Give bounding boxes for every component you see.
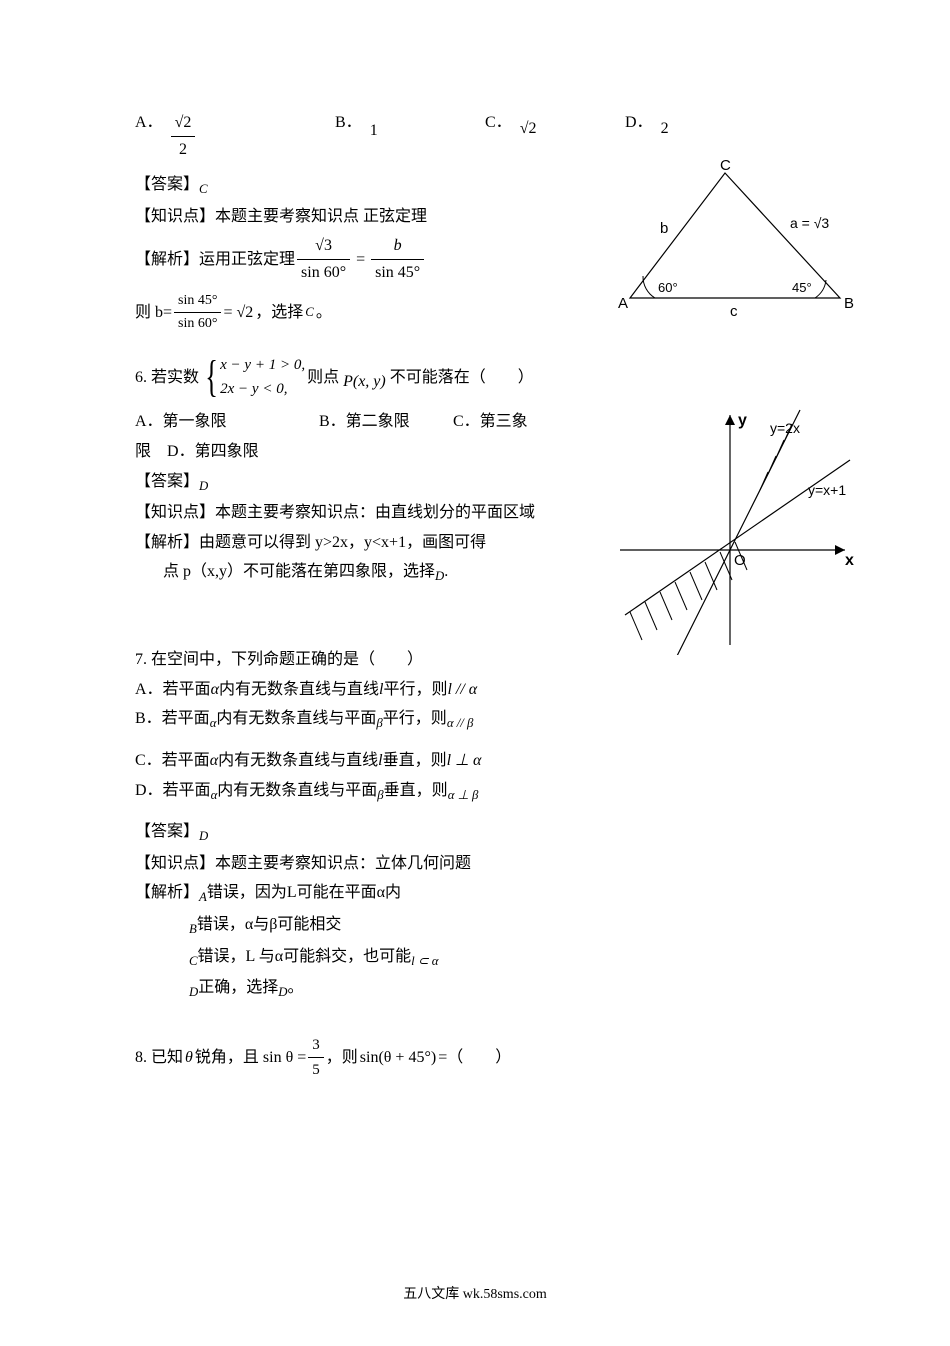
opt-label: C． xyxy=(485,110,512,136)
svg-text:45°: 45° xyxy=(792,280,812,295)
q5-answer: 【答案】C xyxy=(135,172,675,200)
page-footer: 五八文库 wk.58sms.com xyxy=(0,1284,950,1306)
answer-value: D xyxy=(199,479,208,493)
opt-label: D． xyxy=(625,110,653,136)
svg-text:A: A xyxy=(618,295,628,312)
fraction: √2 2 xyxy=(171,110,196,162)
system: x − y + 1 > 0, 2x − y < 0, xyxy=(220,353,305,401)
q7-analysis-a: 【解析】A错误，因为L可能在平面α内 xyxy=(135,880,675,908)
q6-stem: 6. 若实数 { x − y + 1 > 0, 2x − y < 0, 则点 P… xyxy=(135,353,675,401)
text: ，选择 xyxy=(255,300,303,326)
q6-analysis-2: 点 p（x,y）不可能落在第四象限，选择D. xyxy=(135,559,675,587)
option-a: A．第一象限 xyxy=(135,409,315,435)
svg-text:b: b xyxy=(660,220,668,237)
svg-text:y=x+1: y=x+1 xyxy=(808,482,846,498)
fraction: √3 sin 60° xyxy=(297,233,350,285)
text: 则点 xyxy=(307,365,339,391)
q5-analysis-line1: 【解析】运用正弦定理 √3 sin 60° = b sin 45° xyxy=(135,233,675,285)
equals: = xyxy=(356,247,365,273)
q7-knowledge: 【知识点】本题主要考察知识点：立体几何问题 xyxy=(135,851,675,877)
answer-label: 【答案】 xyxy=(135,473,199,490)
q7-option-a: A．若平面α内有无数条直线与直线l平行，则l // α xyxy=(135,677,675,703)
option-c: C． √2 xyxy=(485,110,625,162)
svg-text:y: y xyxy=(738,412,747,429)
option-a: A． √2 2 xyxy=(135,110,335,162)
q6-options: A．第一象限 B．第二象限 C．第三象 xyxy=(135,409,675,435)
opt-value: 1 xyxy=(370,118,378,144)
text: 6. 若实数 xyxy=(135,365,199,391)
svg-text:a = √3: a = √3 xyxy=(790,215,829,231)
text: 。 xyxy=(316,300,332,326)
brace-icon: { xyxy=(205,357,218,397)
analysis-label: 【解析】运用正弦定理 xyxy=(135,247,295,273)
q5-knowledge: 【知识点】本题主要考察知识点 正弦定理 xyxy=(135,204,675,230)
option-c-cont: 限 xyxy=(135,443,151,460)
fraction: 3 5 xyxy=(308,1033,324,1082)
answer-label: 【答案】 xyxy=(135,823,199,840)
region-figure: y x O y=2x y=x+1 xyxy=(610,405,860,655)
q6-options-line2: 限 D．第四象限 xyxy=(135,439,675,465)
opt-value: 2 xyxy=(661,116,669,142)
option-d: D． 2 xyxy=(625,110,745,162)
q6-knowledge: 【知识点】本题主要考察知识点：由直线划分的平面区域 xyxy=(135,500,675,526)
triangle-figure: A B C b a = √3 60° 45° c xyxy=(610,158,860,328)
svg-text:B: B xyxy=(844,295,854,312)
q6-answer: 【答案】D xyxy=(135,469,675,497)
option-b: B． 1 xyxy=(335,110,485,162)
q7-analysis-d: D正确，选择D。 xyxy=(135,975,675,1003)
opt-value: √2 xyxy=(520,116,537,142)
q6-analysis: 【解析】由题意可以得到 y>2x，y<x+1，画图可得 xyxy=(135,530,675,556)
q8-stem: 8. 已知 θ 锐角，且 sin θ = 3 5 ，则 sin(θ + 45°)… xyxy=(135,1033,675,1082)
point: P(x, y) xyxy=(343,369,386,395)
q7-option-b: B．若平面α内有无数条直线与平面β平行，则α // β xyxy=(135,706,675,734)
q7-stem: 7. 在空间中，下列命题正确的是（ ） xyxy=(135,647,675,673)
answer-value: C xyxy=(199,182,208,196)
svg-text:C: C xyxy=(720,158,731,174)
opt-label: B． xyxy=(335,110,362,136)
option-b: B．第二象限 xyxy=(319,409,449,435)
text: 则 b= xyxy=(135,300,172,326)
q7-answer: 【答案】D xyxy=(135,819,675,847)
svg-text:O: O xyxy=(734,552,746,569)
svg-text:x: x xyxy=(845,552,854,569)
answer-value: D xyxy=(199,829,208,843)
fraction: sin 45° sin 60° xyxy=(174,290,221,336)
svg-text:y=2x: y=2x xyxy=(770,420,800,436)
opt-label: A． xyxy=(135,110,163,136)
fraction: b sin 45° xyxy=(371,233,424,285)
q7-analysis-c: C错误，L 与α可能斜交，也可能l ⊂ α xyxy=(135,944,675,972)
q5-options: A． √2 2 B． 1 C． √2 D． 2 xyxy=(135,110,815,162)
text: 不可能落在（ ） xyxy=(390,365,534,391)
q5-analysis-line2: 则 b= sin 45° sin 60° = √2 ，选择 C 。 xyxy=(135,290,675,336)
text: = √2 xyxy=(223,300,253,326)
svg-text:c: c xyxy=(730,303,738,320)
q7-option-c: C．若平面α内有无数条直线与直线l垂直，则l ⊥ α xyxy=(135,748,675,774)
option-c: C．第三象 xyxy=(453,409,528,435)
q7-analysis-b: B错误，α与β可能相交 xyxy=(135,912,675,940)
svg-text:60°: 60° xyxy=(658,280,678,295)
q7-option-d: D．若平面α内有无数条直线与平面β垂直，则α ⊥ β xyxy=(135,778,675,806)
text: C xyxy=(305,302,314,322)
answer-label: 【答案】 xyxy=(135,176,199,193)
option-d: D．第四象限 xyxy=(167,443,259,460)
